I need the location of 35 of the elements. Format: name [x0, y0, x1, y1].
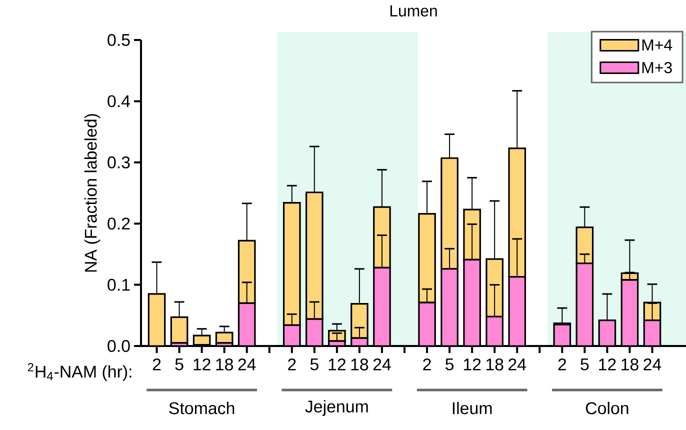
x-tick-label: 2 — [152, 358, 161, 370]
x-tick-label: 5 — [175, 358, 184, 370]
y-tick-label: 0.1 — [108, 278, 130, 291]
x-tick-label: 5 — [446, 358, 454, 370]
text: Stomach — [169, 402, 234, 414]
x-tick-label: 2 — [558, 358, 566, 370]
x-tick-label: 12 — [328, 358, 346, 370]
x-tick-label: 18 — [216, 358, 234, 370]
x-tick-label: 12 — [464, 358, 481, 370]
text: Colon — [586, 402, 628, 414]
x-axis-title: $^{2}$H$_{4}$-NAM (hr): — [28, 362, 132, 382]
legend-label: M+3 — [642, 62, 672, 74]
y-tick-label: 0.5 — [108, 34, 130, 46]
x-tick-label: 5 — [580, 358, 589, 370]
x-tick-label: 24 — [508, 358, 526, 370]
x-tick-label: 5 — [310, 358, 318, 370]
x-tick-label: 24 — [238, 358, 256, 370]
x-tick-label: 18 — [622, 358, 638, 370]
x-tick-label: 12 — [599, 358, 616, 370]
text: Jejenum — [305, 400, 368, 416]
x-tick-label: 2 — [423, 358, 431, 370]
y-tick-label: 0.3 — [108, 156, 130, 168]
x-tick-label: 12 — [194, 358, 210, 370]
text: Ileum — [452, 402, 492, 414]
y-tick-label: 0.0 — [108, 340, 130, 352]
legend-label: M+4 — [642, 40, 672, 51]
x-tick-label: 2 — [288, 358, 296, 370]
x-tick-label: 24 — [373, 358, 391, 370]
y-tick-label: 0.2 — [108, 218, 130, 230]
x-tick-label: 24 — [644, 358, 662, 370]
x-tick-label: 18 — [351, 358, 368, 370]
chart-title: Lumen — [390, 5, 437, 16]
y-axis-title: NA (Fraction labeled) — [84, 114, 100, 272]
y-tick-label: 0.4 — [108, 95, 130, 108]
x-tick-label: 18 — [486, 358, 504, 370]
